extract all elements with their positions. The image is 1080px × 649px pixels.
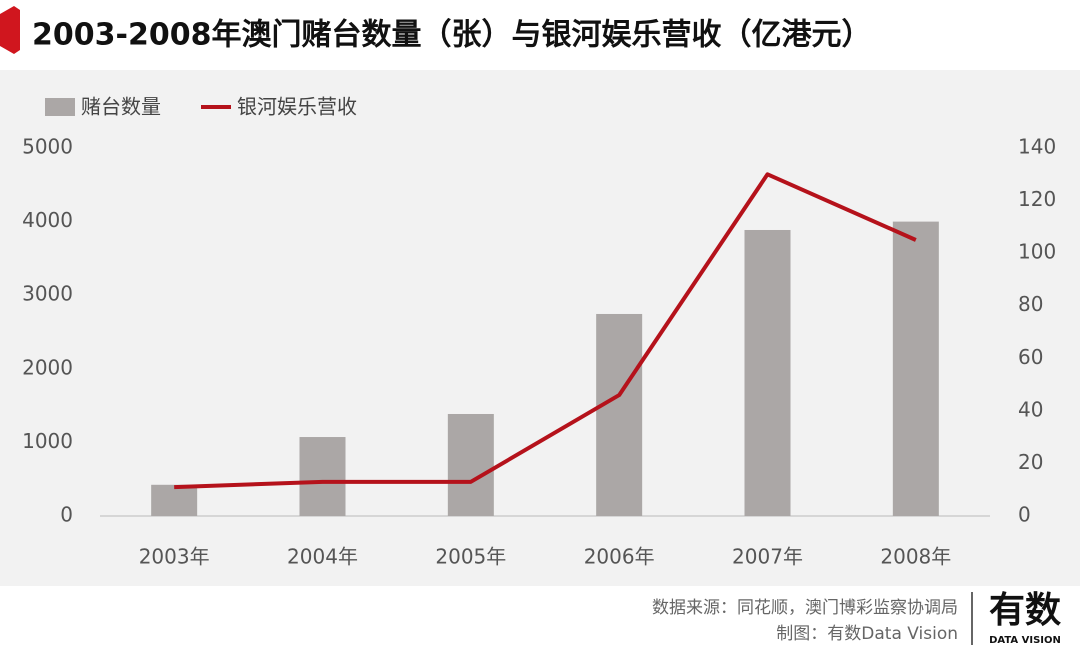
legend-label: 赌台数量 bbox=[81, 95, 161, 119]
chart-title: 2003-2008年澳门赌台数量（张）与银河娱乐营收（亿港元） bbox=[32, 18, 871, 53]
source: 数据来源：同花顺，澳门博彩监察协调局 bbox=[652, 598, 958, 618]
y-tick-label: 2000 bbox=[22, 355, 73, 379]
bar bbox=[596, 313, 643, 516]
y2-tick-label: 100 bbox=[1018, 240, 1056, 264]
x-tick-label: 2007年 bbox=[732, 545, 803, 569]
y-tick-label: 0 bbox=[60, 503, 73, 527]
title-icon bbox=[0, 6, 20, 54]
y-tick-label: 1000 bbox=[22, 429, 73, 453]
y2-tick-label: 80 bbox=[1018, 292, 1043, 316]
bar bbox=[151, 484, 198, 516]
y2-tick-label: 40 bbox=[1018, 397, 1043, 421]
bar bbox=[744, 229, 791, 516]
line bbox=[174, 172, 917, 490]
y2-tick-label: 120 bbox=[1018, 187, 1056, 211]
x-tick-label: 2006年 bbox=[584, 545, 655, 569]
y2-tick-label: 140 bbox=[1018, 135, 1056, 159]
y2-tick-label: 60 bbox=[1018, 345, 1043, 369]
credit: 制图：有数Data Vision bbox=[776, 624, 958, 644]
bar bbox=[892, 221, 939, 516]
x-tick-label: 2005年 bbox=[435, 545, 506, 569]
y-tick-label: 5000 bbox=[22, 135, 73, 159]
bar bbox=[447, 413, 494, 516]
legend-label: 银河娱乐营收 bbox=[237, 95, 357, 119]
logo-sub: DATA VISION bbox=[989, 635, 1061, 646]
y-tick-label: 3000 bbox=[22, 282, 73, 306]
x-tick-label: 2003年 bbox=[139, 545, 210, 569]
y2-tick-label: 20 bbox=[1018, 450, 1043, 474]
x-tick-label: 2004年 bbox=[287, 545, 358, 569]
x-tick-label: 2008年 bbox=[880, 545, 951, 569]
bar bbox=[299, 437, 346, 516]
y2-tick-label: 0 bbox=[1018, 503, 1031, 527]
legend-swatch bbox=[45, 98, 75, 116]
logo: 有数 bbox=[989, 590, 1061, 631]
y-tick-label: 4000 bbox=[22, 208, 73, 232]
